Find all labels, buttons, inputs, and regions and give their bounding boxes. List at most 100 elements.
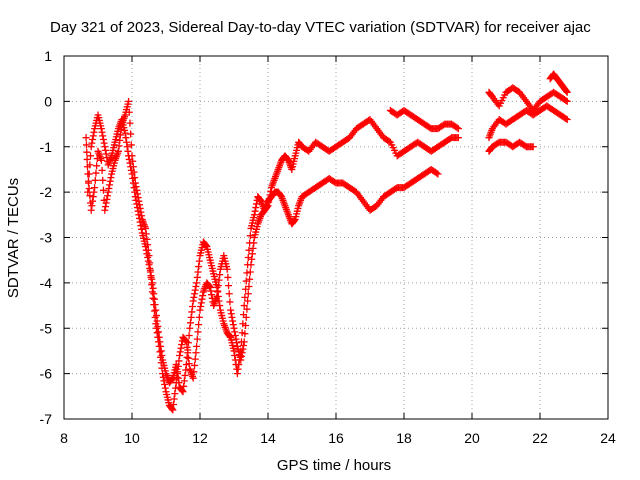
data-point [178,387,186,395]
data-point [266,191,274,199]
data-point [134,207,142,215]
data-point [177,344,185,352]
data-point [99,176,107,184]
data-point [195,321,203,329]
data-point [250,211,258,219]
data-point [192,283,200,291]
data-point [194,268,202,276]
data-point [244,253,252,261]
data-point [169,406,177,414]
data-point [202,242,210,250]
y-tick-label: -5 [40,320,53,336]
data-point [181,371,189,379]
data-point [191,290,199,298]
y-tick-label: -7 [40,411,53,427]
y-axis-label: SDTVAR / TECUs [5,178,22,298]
data-point [193,279,201,287]
data-point [171,390,179,398]
data-point [223,265,231,273]
series-track-g [546,70,571,96]
data-point [98,166,106,174]
data-point [153,329,161,337]
data-point [563,97,571,105]
y-tick-label: 0 [44,93,52,109]
data-point [101,206,109,214]
data-point [174,370,182,378]
data-point [156,348,164,356]
data-point [149,284,157,292]
data-point [172,361,180,369]
data-point [156,338,164,346]
data-point [189,302,197,310]
x-tick-label: 10 [124,430,140,446]
data-point [563,87,571,95]
data-point [197,299,205,307]
data-point [84,188,92,196]
data-point [252,204,260,212]
data-point [93,162,101,170]
data-point [135,214,143,222]
data-point [246,232,254,240]
x-tick-label: 24 [600,430,616,446]
data-point [176,351,184,359]
data-point [99,186,107,194]
data-point [150,307,158,315]
data-point [133,200,141,208]
data-point [227,310,235,318]
data-point [91,176,99,184]
data-point [264,202,272,210]
x-tick-label: 20 [464,430,480,446]
data-point [244,290,252,298]
data-point [193,342,201,350]
data-point [454,134,462,142]
data-point [89,193,97,201]
data-point [189,297,197,305]
data-point [240,302,248,310]
data-point [237,347,245,355]
data-point [168,405,176,413]
data-point [229,317,237,325]
series-track-c [386,106,462,133]
x-tick-label: 18 [396,430,412,446]
data-point [194,328,202,336]
data-point [155,333,163,341]
data-point [142,246,150,254]
y-tick-label: 1 [44,48,52,64]
data-point [243,269,251,277]
data-point [195,257,203,265]
data-point [87,206,95,214]
data-point [97,156,105,164]
data-point [215,297,223,305]
data-point [232,335,240,343]
y-tick-label: -4 [40,275,53,291]
data-point [102,150,110,158]
data-point [174,374,182,382]
data-point [231,332,239,340]
data-point [186,319,194,327]
data-point [213,283,221,291]
data-point [229,321,237,329]
data-point [207,287,215,295]
data-point [124,147,132,155]
data-point [195,263,203,271]
data-point [104,192,112,200]
data-point [127,166,135,174]
data-point [89,135,97,143]
data-point [175,379,183,387]
data-point [187,313,195,321]
data-point [170,395,178,403]
data-point [130,184,138,192]
grid [64,56,608,419]
data-point [88,202,96,210]
data-point [147,272,155,280]
x-tick-label: 8 [60,430,68,446]
data-point [136,218,144,226]
data-point [244,261,252,269]
data-point [87,152,95,160]
y-tick-label: -3 [40,230,53,246]
data-point [216,271,224,279]
data-point [263,203,271,211]
data-point [563,116,571,124]
data-point [251,207,259,215]
